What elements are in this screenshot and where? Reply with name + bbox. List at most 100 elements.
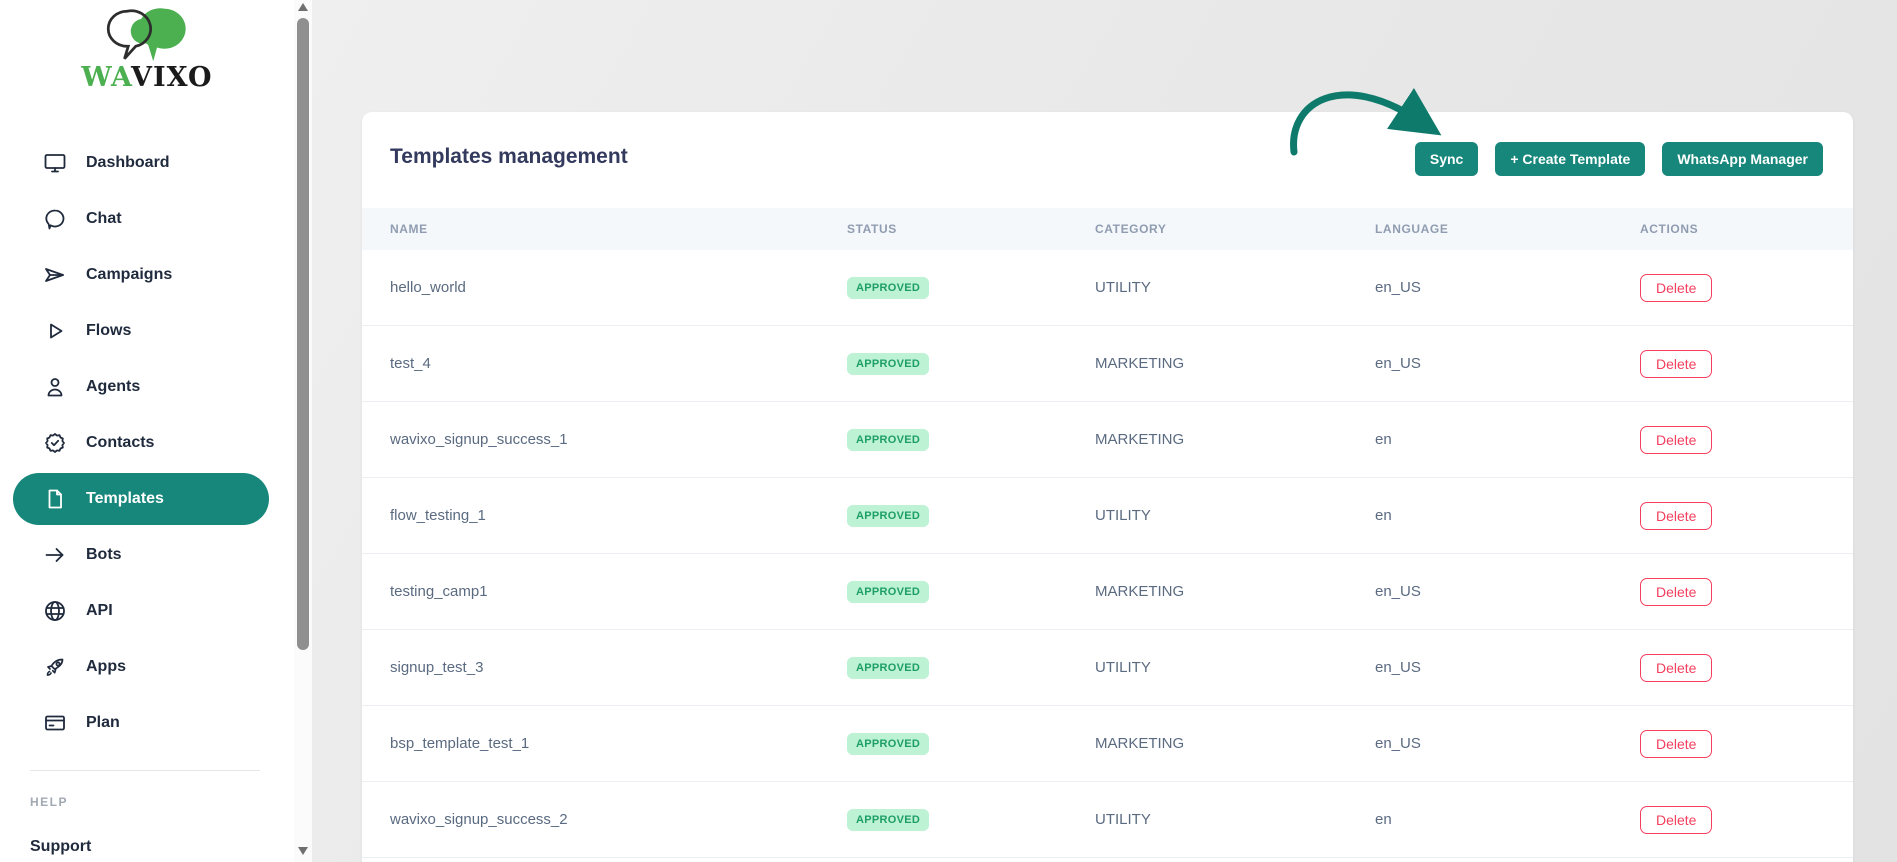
- delete-button[interactable]: Delete: [1640, 653, 1713, 682]
- status-cell: APPROVED: [847, 732, 1095, 755]
- template-name[interactable]: bsp_template_test_1: [390, 735, 530, 752]
- template-name[interactable]: testing_camp1: [390, 583, 488, 600]
- status-cell: APPROVED: [847, 504, 1095, 527]
- category-cell: UTILITY: [1095, 659, 1151, 676]
- status-badge: APPROVED: [847, 656, 930, 679]
- category-cell: MARKETING: [1095, 431, 1185, 448]
- template-name[interactable]: wavixo_signup_success_2: [390, 811, 568, 828]
- language-cell: en_US: [1375, 355, 1421, 372]
- card-header: Templates management Sync + Create Templ…: [362, 112, 1853, 208]
- status-badge: APPROVED: [847, 808, 930, 831]
- status-badge: APPROVED: [847, 580, 930, 603]
- template-name[interactable]: test_4: [390, 355, 431, 372]
- template-name[interactable]: flow_testing_1: [390, 507, 486, 524]
- verified-badge-icon: [42, 430, 68, 456]
- table-row: bsp_template_test_1 APPROVED MARKETING e…: [362, 706, 1853, 782]
- table-row: hello_world APPROVED UTILITY en_US Delet…: [362, 250, 1853, 326]
- template-name[interactable]: wavixo_signup_success_1: [390, 431, 568, 448]
- status-badge: APPROVED: [847, 504, 930, 527]
- brand-logo: WAVIXO: [0, 0, 294, 93]
- vertical-scrollbar[interactable]: [294, 0, 312, 862]
- whatsapp-manager-button[interactable]: WhatsApp Manager: [1662, 142, 1823, 176]
- actions-cell: Delete: [1640, 805, 1853, 834]
- main-content: Templates management Sync + Create Templ…: [312, 0, 1897, 862]
- rocket-icon: [42, 654, 68, 680]
- actions-cell: Delete: [1640, 349, 1853, 378]
- logo-speech-bubbles-icon: [106, 8, 186, 62]
- sidebar-item-support[interactable]: Support: [30, 838, 92, 855]
- status-badge: APPROVED: [847, 352, 930, 375]
- actions-cell: Delete: [1640, 729, 1853, 758]
- category-cell: UTILITY: [1095, 279, 1151, 296]
- create-template-button[interactable]: + Create Template: [1495, 142, 1646, 176]
- actions-cell: Delete: [1640, 577, 1853, 606]
- sidebar: WAVIXO Dashboard Chat Campaigns Flows: [0, 0, 294, 862]
- actions-cell: Delete: [1640, 273, 1853, 302]
- delete-button[interactable]: Delete: [1640, 349, 1713, 378]
- column-header-status: STATUS: [847, 222, 897, 236]
- sidebar-item-bots[interactable]: Bots: [0, 527, 294, 583]
- delete-button[interactable]: Delete: [1640, 425, 1713, 454]
- delete-button[interactable]: Delete: [1640, 805, 1713, 834]
- column-header-language: LANGUAGE: [1375, 222, 1449, 236]
- page-title: Templates management: [390, 145, 628, 168]
- brand-wordmark: WAVIXO: [81, 62, 213, 93]
- status-badge: APPROVED: [847, 428, 930, 451]
- monitor-icon: [42, 150, 68, 176]
- sidebar-item-dashboard[interactable]: Dashboard: [0, 135, 294, 191]
- language-cell: en_US: [1375, 279, 1421, 296]
- scroll-up-icon[interactable]: [294, 2, 312, 16]
- actions-cell: Delete: [1640, 501, 1853, 530]
- table-row: wavixo_signup_success_2 APPROVED UTILITY…: [362, 782, 1853, 858]
- template-name[interactable]: hello_world: [390, 279, 466, 296]
- sidebar-item-contacts[interactable]: Contacts: [0, 415, 294, 471]
- column-header-name: NAME: [390, 222, 428, 236]
- scrollbar-thumb[interactable]: [297, 18, 309, 650]
- delete-button[interactable]: Delete: [1640, 729, 1713, 758]
- arrow-right-icon: [42, 542, 68, 568]
- sidebar-item-plan[interactable]: Plan: [0, 695, 294, 751]
- category-cell: MARKETING: [1095, 735, 1185, 752]
- template-name[interactable]: signup_test_3: [390, 659, 484, 676]
- sidebar-item-flows[interactable]: Flows: [0, 303, 294, 359]
- sidebar-item-api[interactable]: API: [0, 583, 294, 639]
- sidebar-item-templates[interactable]: Templates: [0, 471, 294, 527]
- templates-table: NAME STATUS CATEGORY LANGUAGE ACTIONS he…: [362, 208, 1853, 858]
- language-cell: en: [1375, 811, 1392, 828]
- table-row: flow_testing_1 APPROVED UTILITY en Delet…: [362, 478, 1853, 554]
- actions-cell: Delete: [1640, 425, 1853, 454]
- table-row: signup_test_3 APPROVED UTILITY en_US Del…: [362, 630, 1853, 706]
- language-cell: en: [1375, 431, 1392, 448]
- sidebar-item-agents[interactable]: Agents: [0, 359, 294, 415]
- templates-card: Templates management Sync + Create Templ…: [362, 112, 1853, 862]
- sidebar-item-campaigns[interactable]: Campaigns: [0, 247, 294, 303]
- status-cell: APPROVED: [847, 276, 1095, 299]
- status-cell: APPROVED: [847, 808, 1095, 831]
- sidebar-item-chat[interactable]: Chat: [0, 191, 294, 247]
- category-cell: UTILITY: [1095, 507, 1151, 524]
- sidebar-item-apps[interactable]: Apps: [0, 639, 294, 695]
- sync-button[interactable]: Sync: [1414, 142, 1479, 176]
- delete-button[interactable]: Delete: [1640, 577, 1713, 606]
- scroll-down-icon[interactable]: [294, 846, 312, 860]
- send-icon: [42, 262, 68, 288]
- delete-button[interactable]: Delete: [1640, 501, 1713, 530]
- table-row: wavixo_signup_success_1 APPROVED MARKETI…: [362, 402, 1853, 478]
- table-header-row: NAME STATUS CATEGORY LANGUAGE ACTIONS: [362, 208, 1853, 250]
- actions-cell: Delete: [1640, 653, 1853, 682]
- column-header-category: CATEGORY: [1095, 222, 1167, 236]
- language-cell: en_US: [1375, 735, 1421, 752]
- category-cell: MARKETING: [1095, 583, 1185, 600]
- language-cell: en_US: [1375, 659, 1421, 676]
- status-cell: APPROVED: [847, 352, 1095, 375]
- category-cell: UTILITY: [1095, 811, 1151, 828]
- language-cell: en: [1375, 507, 1392, 524]
- table-body: hello_world APPROVED UTILITY en_US Delet…: [362, 250, 1853, 858]
- language-cell: en_US: [1375, 583, 1421, 600]
- delete-button[interactable]: Delete: [1640, 273, 1713, 302]
- help-section-label: HELP: [30, 795, 69, 809]
- play-icon: [42, 318, 68, 344]
- sidebar-nav: Dashboard Chat Campaigns Flows Agents: [0, 135, 294, 751]
- globe-icon: [42, 598, 68, 624]
- category-cell: MARKETING: [1095, 355, 1185, 372]
